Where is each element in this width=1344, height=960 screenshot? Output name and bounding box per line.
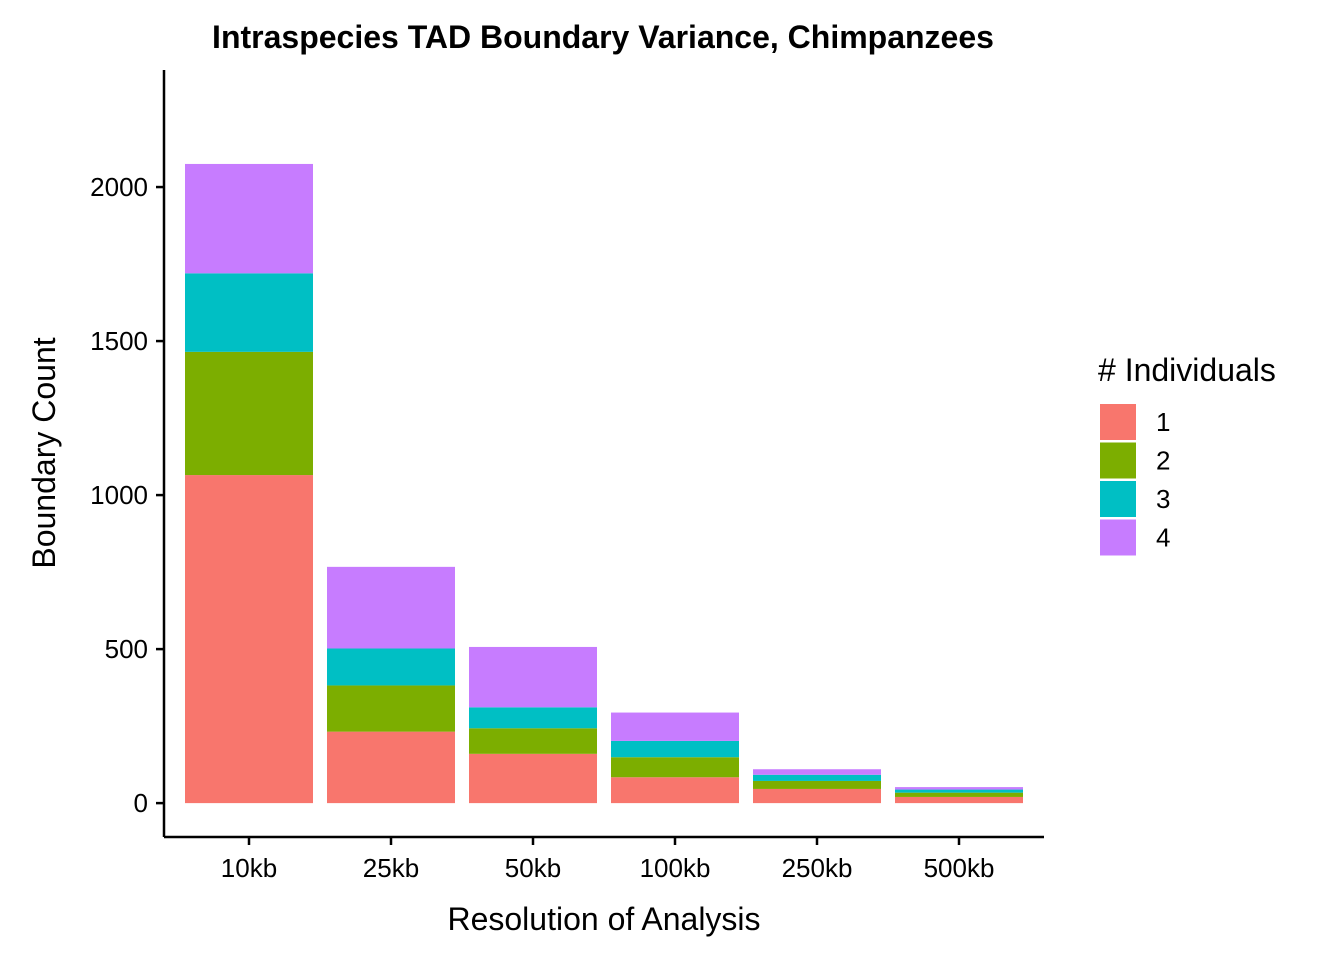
bar-50kb-individuals-3 (469, 707, 597, 729)
bar-100kb-individuals-2 (611, 757, 739, 778)
y-axis-title: Boundary Count (26, 337, 62, 568)
bar-100kb-individuals-1 (611, 777, 739, 804)
bar-500kb-individuals-4 (895, 787, 1023, 790)
bar-50kb-individuals-2 (469, 728, 597, 754)
bar-50kb-individuals-4 (469, 646, 597, 708)
y-tick-label: 1000 (90, 480, 148, 510)
legend-swatch-1 (1100, 404, 1136, 440)
x-ticks-group: 10kb 25kb 50kb 100kb 250kb 500kb (221, 837, 995, 883)
legend: # Individuals 1 2 3 4 (1098, 352, 1276, 556)
x-axis-title: Resolution of Analysis (447, 901, 760, 937)
bar-100kb-individuals-3 (611, 740, 739, 758)
bar-250kb-individuals-1 (753, 788, 881, 804)
y-tick-label: 1500 (90, 326, 148, 356)
x-tick-label: 50kb (505, 853, 561, 883)
x-tick-label: 25kb (363, 853, 419, 883)
bar-10kb-individuals-3 (185, 273, 313, 352)
bar-25kb-individuals-2 (327, 685, 455, 732)
bar-25kb-individuals-1 (327, 731, 455, 804)
bar-250kb-individuals-4 (753, 769, 881, 775)
bar-500kb-individuals-1 (895, 796, 1023, 804)
x-tick-label: 250kb (782, 853, 853, 883)
y-ticks-group: 0 500 1000 1500 2000 (90, 172, 164, 818)
bars-group (185, 163, 1023, 804)
bar-250kb-individuals-3 (753, 774, 881, 781)
x-tick-label: 500kb (924, 853, 995, 883)
y-tick-label: 2000 (90, 172, 148, 202)
x-tick-label: 10kb (221, 853, 277, 883)
legend-label-2: 2 (1156, 446, 1170, 476)
bar-25kb-individuals-3 (327, 648, 455, 686)
legend-swatch-2 (1100, 442, 1136, 479)
legend-label-3: 3 (1156, 484, 1170, 514)
legend-items: 1 2 3 4 (1100, 404, 1170, 556)
legend-swatch-4 (1100, 519, 1136, 556)
chart-title: Intraspecies TAD Boundary Variance, Chim… (212, 19, 994, 55)
y-tick-label: 500 (105, 634, 148, 664)
bar-250kb-individuals-2 (753, 780, 881, 789)
legend-label-4: 4 (1156, 523, 1170, 553)
y-tick-label: 0 (134, 788, 148, 818)
bar-10kb-individuals-1 (185, 475, 313, 804)
bar-500kb-individuals-3 (895, 789, 1023, 793)
x-tick-label: 100kb (640, 853, 711, 883)
bar-100kb-individuals-4 (611, 712, 739, 741)
bar-25kb-individuals-4 (327, 566, 455, 649)
bar-50kb-individuals-1 (469, 753, 597, 804)
legend-label-1: 1 (1156, 407, 1170, 437)
legend-title: # Individuals (1098, 352, 1276, 388)
legend-swatch-3 (1100, 481, 1136, 517)
bar-10kb-individuals-4 (185, 163, 313, 274)
bar-500kb-individuals-2 (895, 792, 1023, 797)
bar-10kb-individuals-2 (185, 351, 313, 476)
